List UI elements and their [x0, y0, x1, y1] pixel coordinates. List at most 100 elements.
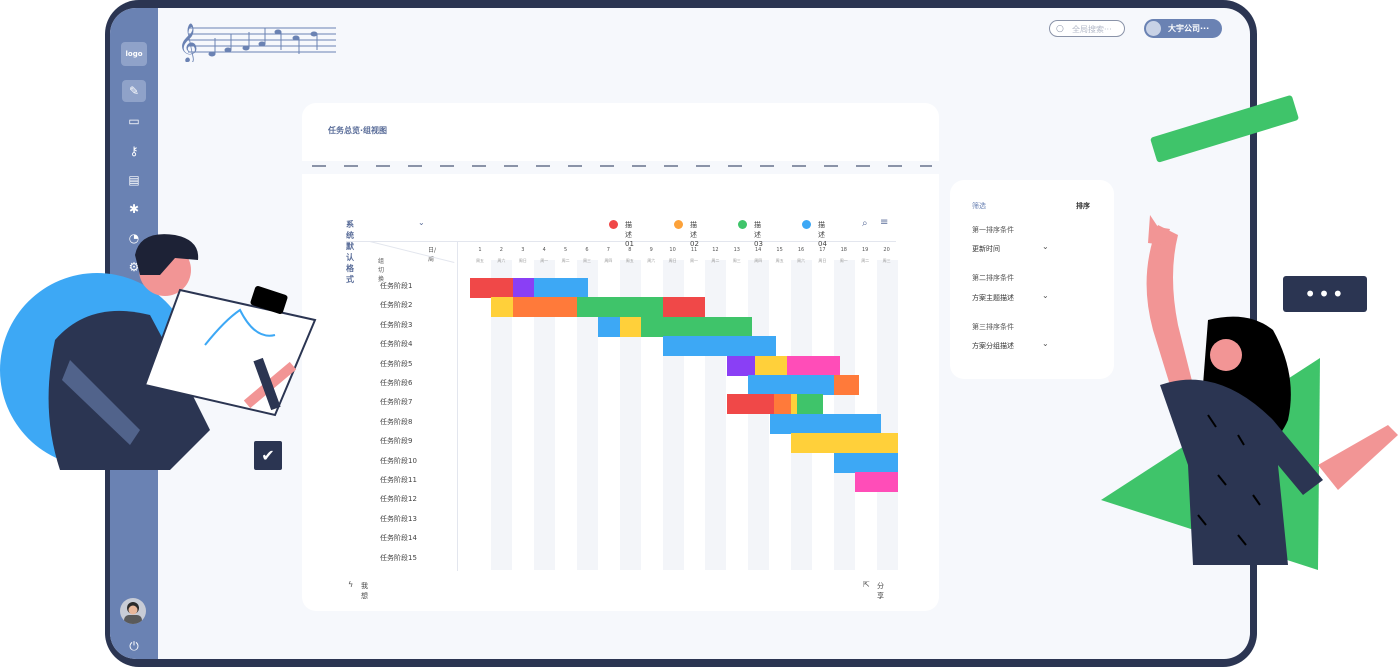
- menu-icon[interactable]: ≡: [880, 217, 889, 228]
- gantt-bar[interactable]: [598, 316, 620, 337]
- bug-icon[interactable]: ✱: [128, 202, 140, 216]
- chevron-down-icon[interactable]: ⌄: [418, 218, 425, 227]
- gantt-bar[interactable]: [641, 316, 753, 337]
- day-number: 6: [585, 247, 589, 253]
- day-weekday: 周一: [839, 258, 848, 263]
- column-divider: [457, 241, 458, 571]
- sort-select-1[interactable]: 更新时间: [972, 245, 1000, 253]
- task-label[interactable]: 任务阶段12: [380, 495, 417, 504]
- task-label[interactable]: 任务阶段1: [380, 282, 413, 290]
- chart-icon[interactable]: ◔: [128, 231, 140, 245]
- gantt-bar[interactable]: [662, 297, 706, 318]
- task-label[interactable]: 任务阶段7: [380, 398, 413, 407]
- lightning-icon[interactable]: ϟ: [348, 580, 354, 589]
- legend-dot: [738, 220, 747, 229]
- day-number: 7: [606, 247, 610, 253]
- task-label[interactable]: 任务阶段2: [380, 301, 413, 310]
- app-screen: logo ✎ ▭ ⚷ ▤ ✱ ◔ ⚙ ⏻ 𝄞 ○ 全局搜索··· 大宇公司···…: [110, 8, 1250, 659]
- sort-select-3[interactable]: 方案分组描述: [972, 342, 1014, 350]
- task-label[interactable]: 任务阶段9: [380, 437, 413, 446]
- gantt-bar[interactable]: [512, 297, 577, 318]
- legend-label: 描述01: [625, 221, 634, 248]
- day-weekday: 周五: [775, 258, 784, 263]
- gantt-bar[interactable]: [754, 355, 787, 376]
- chevron-down-icon[interactable]: ⌄: [1042, 291, 1049, 300]
- clipboard-icon[interactable]: ▤: [128, 173, 140, 187]
- gantt-bar[interactable]: [726, 394, 774, 415]
- man-illustration: [0, 234, 317, 470]
- day-weekday: 周二: [711, 258, 720, 263]
- tab-filter[interactable]: 筛选: [972, 202, 986, 210]
- day-weekday: 周六: [647, 258, 656, 263]
- day-number: 4: [542, 247, 546, 253]
- gantt-bar[interactable]: [797, 394, 824, 415]
- search-icon: ○: [1056, 24, 1064, 34]
- chevron-down-icon[interactable]: ⌄: [1042, 242, 1049, 251]
- gantt-bar[interactable]: [769, 413, 881, 434]
- footer-right[interactable]: 分享: [877, 582, 884, 600]
- gantt-bar[interactable]: [577, 297, 663, 318]
- sort-label-3: 第三排序条件: [972, 323, 1014, 331]
- task-label[interactable]: 任务阶段3: [380, 320, 413, 329]
- sort-label-1: 第一排序条件: [972, 226, 1014, 234]
- day-weekday: 周一: [690, 258, 698, 263]
- sort-panel: [950, 180, 1114, 379]
- task-label[interactable]: 任务阶段5: [380, 359, 413, 368]
- gantt-bar[interactable]: [491, 297, 513, 318]
- folder-icon[interactable]: ▭: [128, 114, 140, 128]
- gantt-bar[interactable]: [833, 375, 860, 395]
- task-label[interactable]: 任务阶段4: [380, 340, 413, 349]
- task-label[interactable]: 任务阶段11: [380, 476, 417, 484]
- header-divider: [346, 241, 896, 242]
- sort-select-2[interactable]: 方案主题描述: [972, 294, 1014, 302]
- footer-left[interactable]: 我想: [361, 582, 368, 600]
- gantt-bar[interactable]: [855, 472, 898, 492]
- legend-label: 描述04: [818, 221, 827, 248]
- task-label[interactable]: 任务阶段13: [380, 514, 417, 523]
- task-label[interactable]: 任务阶段10: [380, 456, 417, 465]
- gantt-bar[interactable]: [748, 375, 834, 395]
- settings-icon[interactable]: ⚙: [128, 260, 140, 274]
- task-label[interactable]: 任务阶段6: [380, 379, 413, 387]
- gantt-bar[interactable]: [726, 355, 755, 376]
- search-input[interactable]: ○ 全局搜索···: [1049, 20, 1125, 37]
- task-label[interactable]: 任务阶段14: [380, 534, 417, 543]
- view-selector[interactable]: 系统默认格式: [346, 220, 354, 284]
- gantt-bar[interactable]: [534, 278, 588, 298]
- tab-sort[interactable]: 排序: [1076, 202, 1090, 210]
- task-label[interactable]: 任务阶段8: [380, 417, 413, 426]
- gantt-bar[interactable]: [786, 355, 841, 376]
- search-icon[interactable]: ⌕: [862, 218, 868, 229]
- pen-icon[interactable]: ✎: [122, 80, 146, 102]
- chevron-down-icon[interactable]: ⌄: [1042, 339, 1049, 348]
- avatar[interactable]: [120, 598, 146, 624]
- gantt-bar[interactable]: [619, 316, 642, 337]
- music-notes-icon: 𝄞: [178, 23, 336, 62]
- key-icon[interactable]: ⚷: [129, 144, 139, 158]
- day-weekday: 周日: [818, 258, 827, 263]
- gantt-bar[interactable]: [791, 394, 798, 415]
- gantt-bar[interactable]: [833, 452, 898, 473]
- day-number: 15: [776, 247, 783, 253]
- company-avatar: [1146, 21, 1161, 36]
- gantt-bar[interactable]: [791, 433, 898, 454]
- checkbox-icon: ✔: [254, 441, 282, 470]
- day-weekday: 周日: [668, 258, 677, 263]
- power-icon[interactable]: ⏻: [129, 639, 139, 653]
- gantt-bar[interactable]: [470, 278, 513, 298]
- day-number: 12: [712, 247, 719, 253]
- day-stripe: [876, 260, 898, 570]
- day-weekday: 周五: [476, 258, 484, 263]
- day-weekday: 周三: [732, 258, 741, 263]
- company-switcher[interactable]: 大宇公司···: [1144, 19, 1222, 38]
- svg-text:𝄞: 𝄞: [178, 23, 198, 62]
- task-label[interactable]: 任务阶段15: [380, 553, 417, 562]
- gantt-bar[interactable]: [512, 278, 535, 298]
- gantt-bar[interactable]: [662, 336, 776, 357]
- share-icon[interactable]: ⇱: [863, 580, 870, 589]
- day-number: 8: [628, 247, 632, 253]
- legend-label: 描述03: [754, 221, 763, 248]
- gantt-bar[interactable]: [773, 394, 791, 415]
- day-stripe: [491, 260, 513, 570]
- day-weekday: 周三: [882, 258, 891, 263]
